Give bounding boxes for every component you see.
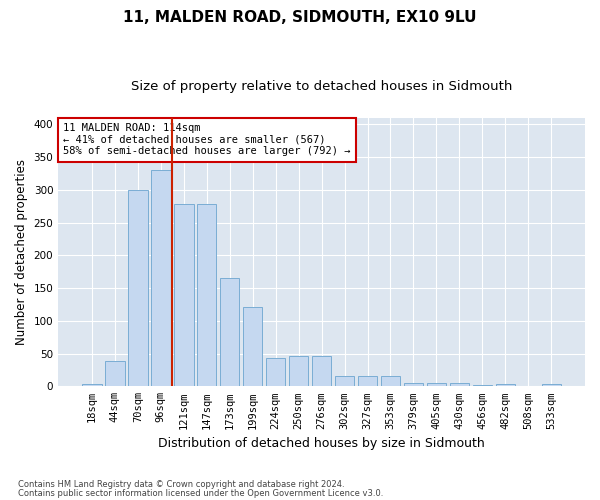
Bar (220, 278, 239, 386)
Bar (243, 307, 262, 386)
Bar (197, 204, 217, 386)
Bar (449, 383, 469, 386)
Bar (381, 376, 400, 386)
Bar (404, 383, 423, 386)
Text: 11, MALDEN ROAD, SIDMOUTH, EX10 9LU: 11, MALDEN ROAD, SIDMOUTH, EX10 9LU (123, 10, 477, 25)
Text: Contains HM Land Registry data © Crown copyright and database right 2024.: Contains HM Land Registry data © Crown c… (18, 480, 344, 489)
Bar (128, 190, 148, 386)
Text: 11 MALDEN ROAD: 114sqm
← 41% of detached houses are smaller (567)
58% of semi-de: 11 MALDEN ROAD: 114sqm ← 41% of detached… (64, 123, 351, 156)
Text: Contains public sector information licensed under the Open Government Licence v3: Contains public sector information licen… (18, 488, 383, 498)
Bar (473, 385, 492, 386)
Title: Size of property relative to detached houses in Sidmouth: Size of property relative to detached ho… (131, 80, 512, 93)
Y-axis label: Number of detached properties: Number of detached properties (15, 159, 28, 345)
Bar (174, 204, 194, 386)
Bar (312, 356, 331, 386)
Bar (289, 356, 308, 386)
Bar (358, 376, 377, 386)
Bar (335, 376, 355, 386)
X-axis label: Distribution of detached houses by size in Sidmouth: Distribution of detached houses by size … (158, 437, 485, 450)
Bar (496, 384, 515, 386)
Bar (105, 362, 125, 386)
Bar (151, 170, 170, 386)
Bar (542, 384, 561, 386)
Bar (82, 384, 101, 386)
Bar (427, 383, 446, 386)
Bar (266, 358, 286, 386)
